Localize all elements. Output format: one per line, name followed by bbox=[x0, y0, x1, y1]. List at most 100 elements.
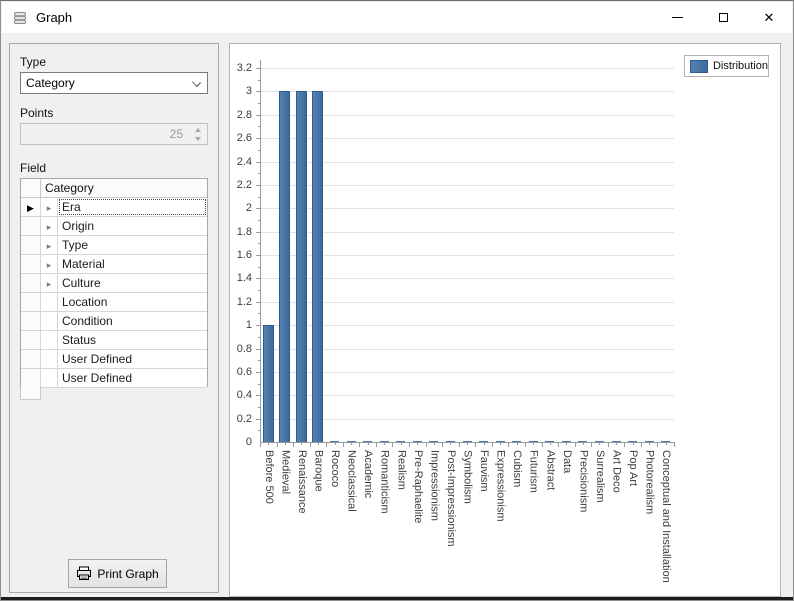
x-axis-tick bbox=[342, 443, 344, 447]
gridline bbox=[261, 418, 674, 420]
x-axis-minor-tick bbox=[317, 443, 319, 445]
field-grid-row[interactable]: Status bbox=[21, 331, 207, 350]
x-axis-minor-tick bbox=[268, 443, 270, 445]
x-axis-label: Futurism bbox=[527, 450, 540, 493]
x-axis-minor-tick bbox=[433, 443, 435, 445]
x-axis-tick bbox=[657, 443, 659, 447]
row-expander-cell[interactable]: ▸ bbox=[41, 236, 58, 254]
y-axis-tick bbox=[256, 348, 260, 350]
bar-zero bbox=[479, 441, 489, 442]
row-selector-cell bbox=[21, 274, 41, 292]
x-axis-tick bbox=[607, 443, 609, 447]
field-grid-row[interactable]: User Defined bbox=[21, 350, 207, 369]
bar bbox=[279, 91, 291, 442]
y-axis-label: 2.8 bbox=[236, 108, 252, 121]
y-axis-line bbox=[260, 60, 261, 442]
row-expander-cell[interactable]: ▸ bbox=[41, 274, 58, 292]
y-axis-label: 2.4 bbox=[236, 155, 252, 168]
type-select-value: Category bbox=[26, 76, 75, 90]
field-grid-row[interactable]: User Defined bbox=[21, 369, 207, 388]
x-axis-label: Pre-Raphaelite bbox=[411, 450, 424, 524]
y-axis-label: 3 bbox=[245, 85, 252, 98]
x-axis-minor-tick bbox=[632, 443, 634, 445]
bar-zero bbox=[545, 441, 555, 442]
maximize-icon bbox=[718, 13, 728, 22]
y-axis-tick bbox=[258, 313, 260, 315]
y-axis-tick bbox=[258, 126, 260, 128]
field-grid-row[interactable]: ▸ Culture bbox=[21, 274, 207, 293]
row-selector-cell bbox=[21, 255, 41, 273]
x-axis-tick bbox=[574, 443, 576, 447]
minimize-button[interactable] bbox=[654, 2, 700, 33]
grid-corner-cell bbox=[21, 179, 41, 197]
y-axis-label: 0.8 bbox=[236, 342, 252, 355]
x-axis-minor-tick bbox=[351, 443, 353, 445]
row-expander-cell bbox=[41, 312, 58, 330]
row-selector-cell bbox=[21, 293, 41, 311]
print-graph-button[interactable]: Print Graph bbox=[68, 559, 167, 588]
row-expander-cell[interactable]: ▸ bbox=[41, 255, 58, 273]
field-row-label: User Defined bbox=[62, 352, 133, 366]
gridline bbox=[261, 301, 674, 303]
type-label: Type bbox=[20, 55, 47, 69]
background-window-edge bbox=[1, 597, 793, 600]
bar-zero bbox=[330, 441, 340, 442]
points-input bbox=[21, 124, 187, 144]
x-axis-tick bbox=[425, 443, 427, 447]
row-selector-cell bbox=[21, 217, 41, 235]
row-expander-cell[interactable]: ▸ bbox=[41, 198, 58, 216]
field-grid-row[interactable]: ▶ ▸ Era bbox=[21, 198, 207, 217]
y-axis-tick bbox=[256, 418, 260, 420]
field-grid-row[interactable]: ▸ Material bbox=[21, 255, 207, 274]
y-axis-tick bbox=[258, 336, 260, 338]
x-axis-label: Photorealism bbox=[643, 450, 656, 515]
bar-zero bbox=[628, 441, 638, 442]
y-axis-label: 0.4 bbox=[236, 389, 252, 402]
bar-zero bbox=[412, 441, 422, 442]
x-axis-label: Pop Art bbox=[627, 450, 640, 487]
x-axis-tick bbox=[359, 443, 361, 447]
print-graph-label: Print Graph bbox=[97, 566, 159, 581]
gridline bbox=[261, 68, 674, 69]
x-axis-minor-tick bbox=[467, 443, 468, 445]
y-axis-label: 3.2 bbox=[236, 62, 252, 74]
x-axis-label: Precisionism bbox=[577, 450, 590, 513]
stepper-up-button bbox=[189, 125, 206, 134]
row-selector-cell bbox=[21, 350, 41, 368]
field-row-label: Type bbox=[62, 238, 89, 252]
y-axis-tick bbox=[256, 68, 260, 69]
field-row-label: Culture bbox=[62, 276, 101, 290]
field-grid-row[interactable]: Location bbox=[21, 293, 207, 312]
y-axis-label: 2 bbox=[245, 202, 252, 215]
y-axis-tick bbox=[256, 208, 260, 210]
field-grid: Category ▶ ▸ Era ▸ Origin ▸ Type ▸ Material ▸ Cult… bbox=[20, 178, 208, 388]
x-axis-tick bbox=[260, 443, 261, 447]
x-axis-label: Baroque bbox=[312, 450, 325, 492]
y-axis-tick bbox=[258, 103, 260, 105]
bar-zero bbox=[644, 441, 654, 442]
bar-zero bbox=[661, 441, 671, 442]
row-selector-cell bbox=[21, 312, 41, 330]
row-selector-cell: ▶ bbox=[21, 198, 41, 216]
x-axis-tick bbox=[640, 443, 642, 447]
database-icon bbox=[14, 12, 26, 25]
field-grid-row[interactable]: ▸ Origin bbox=[21, 217, 207, 236]
gridline bbox=[261, 231, 674, 233]
field-row-label: Material bbox=[62, 257, 105, 271]
x-axis-label: Art Deco bbox=[610, 450, 623, 493]
bar bbox=[312, 91, 324, 442]
y-axis-label: 2.2 bbox=[236, 178, 252, 191]
bar bbox=[262, 325, 274, 442]
grid-column-header[interactable]: Category bbox=[45, 181, 94, 195]
type-select[interactable]: Category bbox=[20, 72, 208, 94]
gridline bbox=[261, 114, 674, 116]
x-axis-tick bbox=[458, 443, 460, 447]
row-expander-cell[interactable]: ▸ bbox=[41, 217, 58, 235]
x-axis-tick bbox=[674, 443, 675, 447]
x-axis-label: Renaissance bbox=[295, 450, 308, 514]
field-grid-row[interactable]: Condition bbox=[21, 312, 207, 331]
field-grid-row[interactable]: ▸ Type bbox=[21, 236, 207, 255]
close-button[interactable]: ✕ bbox=[746, 2, 792, 33]
row-expander-cell bbox=[41, 369, 58, 387]
maximize-button[interactable] bbox=[700, 2, 746, 33]
